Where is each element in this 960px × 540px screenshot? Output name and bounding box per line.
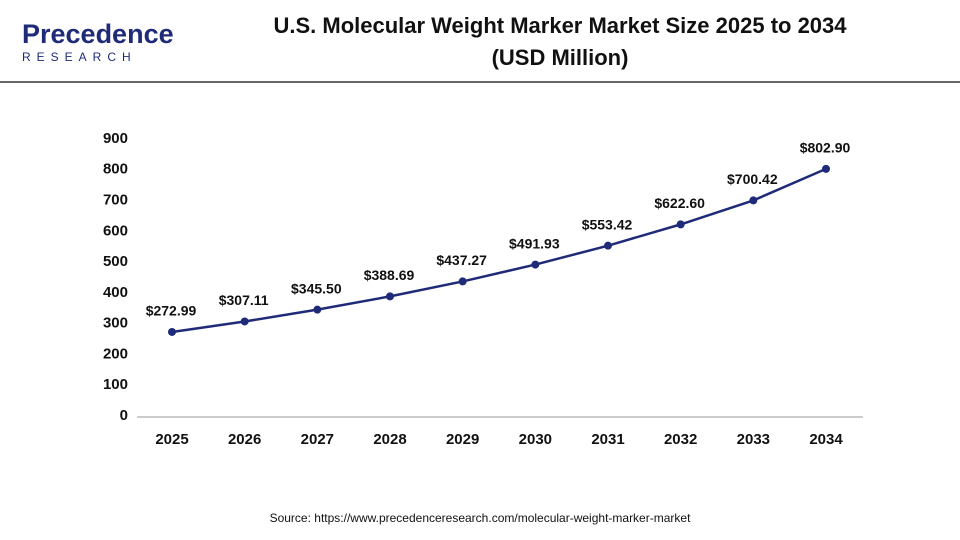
y-tick-label: 0 bbox=[120, 407, 128, 424]
y-tick-label: 800 bbox=[103, 161, 128, 178]
x-tick-label: 2030 bbox=[519, 431, 552, 448]
line bbox=[171, 167, 827, 334]
point bbox=[604, 241, 612, 250]
x-tick-label: 2025 bbox=[155, 431, 188, 448]
x-tick-label: 2026 bbox=[228, 431, 261, 448]
x-tick-label: 2031 bbox=[591, 431, 624, 448]
point bbox=[531, 260, 540, 269]
logo-name: Precedence bbox=[22, 19, 174, 49]
value-label: $622.60 bbox=[654, 195, 705, 211]
y-tick-label: 700 bbox=[103, 192, 128, 209]
value-label: $437.27 bbox=[436, 252, 487, 268]
x-tick-label: 2033 bbox=[737, 431, 770, 448]
x-tick-label: 2032 bbox=[664, 431, 697, 448]
value-label: $272.99 bbox=[146, 303, 197, 319]
point bbox=[386, 292, 394, 301]
y-tick-label: 100 bbox=[103, 376, 128, 393]
x-tick-label: 2027 bbox=[301, 431, 334, 448]
point bbox=[458, 277, 467, 286]
value-label: $388.69 bbox=[364, 267, 415, 283]
y-tick-label: 600 bbox=[103, 222, 128, 239]
value-label: $345.50 bbox=[291, 280, 342, 296]
value-label: $700.42 bbox=[727, 171, 778, 187]
y-tick-label: 400 bbox=[103, 284, 128, 301]
chart-subtitle: (USD Million) bbox=[492, 45, 629, 70]
value-label: $491.93 bbox=[509, 235, 560, 251]
logo-tagline: RESEARCH bbox=[22, 50, 137, 64]
point bbox=[240, 317, 249, 326]
x-tick-label: 2028 bbox=[373, 431, 406, 448]
y-tick-label: 300 bbox=[103, 315, 128, 332]
value-label: $307.11 bbox=[219, 292, 269, 308]
value-label: $802.90 bbox=[800, 140, 851, 156]
x-tick-label: 2034 bbox=[809, 431, 843, 448]
point bbox=[749, 196, 758, 205]
point bbox=[822, 164, 830, 173]
source: Source: https://www.precedenceresearch.c… bbox=[270, 511, 691, 525]
y-tick-label: 200 bbox=[103, 345, 128, 362]
point bbox=[676, 220, 685, 229]
point bbox=[313, 305, 322, 314]
x-tick-label: 2029 bbox=[446, 431, 479, 448]
chart-title: U.S. Molecular Weight Marker Market Size… bbox=[273, 13, 847, 38]
point bbox=[168, 327, 176, 336]
y-tick-label: 900 bbox=[103, 130, 128, 147]
y-tick-label: 500 bbox=[103, 253, 128, 270]
value-label: $553.42 bbox=[582, 216, 633, 232]
